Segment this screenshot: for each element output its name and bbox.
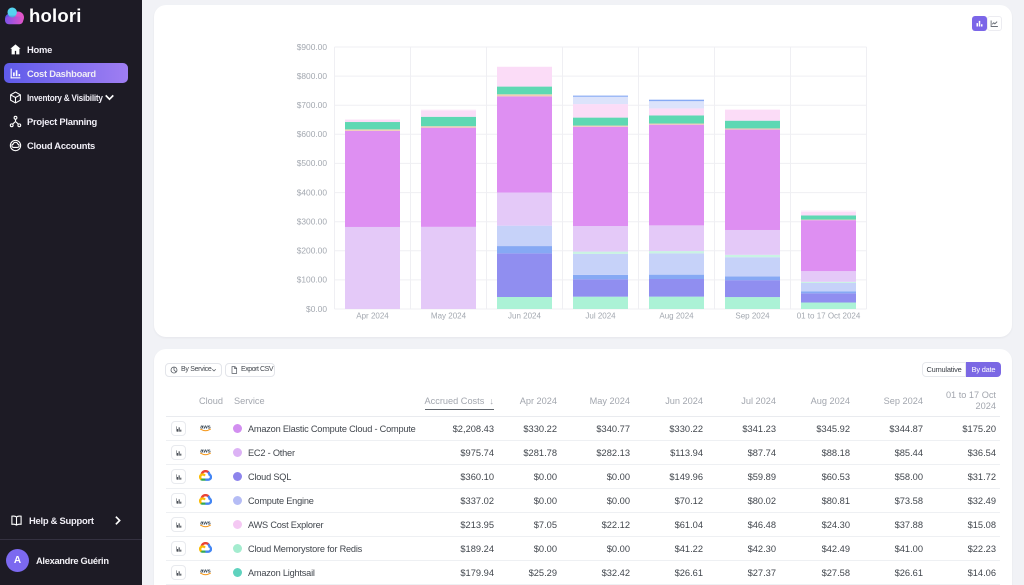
svg-text:aws: aws	[200, 448, 211, 454]
svg-text:$100.00: $100.00	[297, 275, 328, 285]
svg-text:01 to 17 Oct 2024: 01 to 17 Oct 2024	[797, 312, 861, 321]
svg-text:aws: aws	[200, 520, 211, 526]
svg-text:Aug 2024: Aug 2024	[659, 312, 694, 321]
svg-text:$900.00: $900.00	[297, 42, 328, 52]
svg-text:$200.00: $200.00	[297, 246, 328, 256]
svg-text:aws: aws	[200, 568, 211, 574]
svg-text:aws: aws	[200, 424, 211, 430]
svg-text:$800.00: $800.00	[297, 71, 328, 81]
svg-text:May 2024: May 2024	[431, 312, 467, 321]
svg-text:$300.00: $300.00	[297, 217, 328, 227]
svg-text:Jun 2024: Jun 2024	[508, 312, 541, 321]
svg-text:Sep 2024: Sep 2024	[735, 312, 770, 321]
svg-text:Jul 2024: Jul 2024	[585, 312, 616, 321]
svg-text:$500.00: $500.00	[297, 158, 328, 168]
svg-text:Apr 2024: Apr 2024	[356, 312, 389, 321]
svg-text:$400.00: $400.00	[297, 187, 328, 197]
svg-text:$0.00: $0.00	[306, 304, 327, 314]
svg-text:$700.00: $700.00	[297, 100, 328, 110]
svg-text:$600.00: $600.00	[297, 129, 328, 139]
